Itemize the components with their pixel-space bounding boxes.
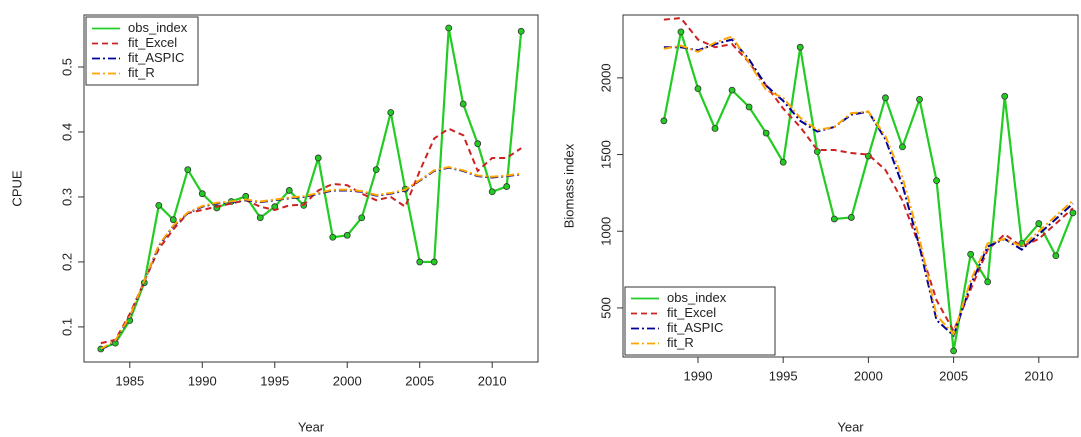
x-tick-label: 2000: [333, 373, 362, 388]
y-axis-label: CPUE: [9, 170, 24, 206]
y-axis-label: Biomass index: [561, 143, 576, 228]
data-point: [169, 216, 177, 224]
x-axis-label: Year: [837, 419, 864, 434]
y-tick-label: 0.4: [59, 123, 74, 141]
data-point: [387, 109, 395, 116]
data-point: [745, 103, 753, 111]
y-tick-label: 1000: [598, 217, 613, 246]
data-point: [1001, 92, 1009, 100]
series-line: [663, 35, 1074, 336]
data-point: [155, 201, 163, 209]
data-point: [779, 158, 787, 166]
data-point: [933, 177, 940, 185]
data-point: [343, 231, 351, 239]
legend-label: obs_index: [667, 290, 727, 305]
data-point: [1052, 252, 1060, 260]
data-point: [762, 129, 770, 137]
data-point: [950, 347, 957, 355]
legend-label: obs_index: [128, 20, 188, 35]
data-point: [677, 28, 685, 36]
x-tick-label: 2010: [478, 373, 507, 388]
data-point: [728, 86, 736, 94]
data-point: [517, 27, 525, 35]
data-point: [314, 154, 322, 162]
y-tick-label: 1500: [598, 140, 613, 169]
data-point: [916, 95, 923, 103]
data-point: [899, 143, 906, 151]
data-point: [488, 188, 496, 196]
plot-frame: [622, 14, 1079, 358]
legend-label: fit_Excel: [667, 305, 716, 320]
data-point: [430, 258, 438, 266]
data-point: [242, 192, 250, 200]
legend-label: fit_R: [128, 65, 155, 80]
x-tick-label: 1985: [115, 373, 144, 388]
x-tick-label: 1995: [769, 368, 798, 383]
y-tick-label: 0.5: [59, 58, 74, 76]
data-point: [830, 215, 838, 223]
x-tick-label: 2005: [939, 368, 968, 383]
x-tick-label: 1990: [684, 368, 713, 383]
data-point: [847, 214, 855, 221]
data-point: [1069, 209, 1077, 217]
data-point: [329, 233, 337, 241]
data-point: [372, 166, 380, 174]
y-tick-label: 0.1: [59, 318, 74, 336]
legend-label: fit_ASPIC: [667, 320, 723, 335]
legend-label: fit_Excel: [128, 35, 177, 50]
data-point: [694, 85, 702, 93]
x-tick-label: 2000: [854, 368, 883, 383]
series-line: [100, 166, 522, 350]
x-tick-label: 1995: [260, 373, 289, 388]
series-line: [663, 17, 1074, 334]
series-line: [100, 127, 522, 345]
data-point: [358, 214, 366, 222]
data-point: [882, 94, 889, 102]
y-tick-label: 0.3: [59, 188, 74, 206]
data-point: [256, 214, 264, 222]
y-tick-label: 0.2: [59, 253, 74, 271]
data-point: [285, 187, 293, 194]
data-point: [796, 43, 804, 51]
data-point: [198, 190, 206, 198]
data-point: [503, 183, 511, 190]
data-point: [660, 117, 668, 125]
data-point: [1035, 220, 1043, 227]
data-point: [184, 166, 192, 174]
y-tick-label: 500: [598, 297, 613, 319]
data-point: [967, 250, 975, 258]
data-point: [474, 140, 482, 148]
y-tick-label: 2000: [598, 63, 613, 92]
data-point: [459, 100, 467, 108]
plot-frame: [83, 14, 539, 363]
x-tick-label: 2010: [1024, 368, 1053, 383]
data-point: [813, 148, 821, 155]
data-point: [445, 24, 453, 32]
x-tick-label: 2005: [405, 373, 434, 388]
x-axis-label: Year: [298, 419, 325, 434]
data-point: [416, 258, 424, 266]
x-tick-label: 1990: [188, 373, 217, 388]
data-point: [711, 125, 719, 132]
data-point: [984, 278, 992, 286]
legend-label: fit_R: [667, 335, 694, 350]
legend-label: fit_ASPIC: [128, 50, 184, 65]
